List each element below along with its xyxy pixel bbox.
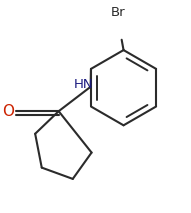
Text: O: O [2, 104, 14, 119]
Text: HN: HN [74, 78, 94, 91]
Text: Br: Br [111, 6, 125, 19]
